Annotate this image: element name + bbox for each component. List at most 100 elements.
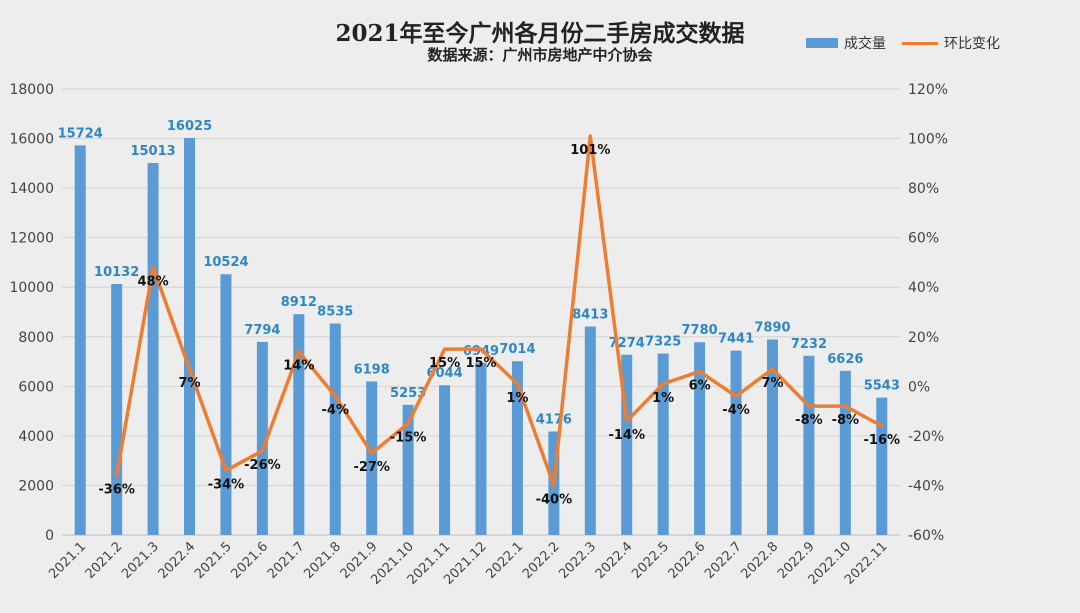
bar-value-label: 7780 xyxy=(682,323,718,338)
bar-value-label: 7274 xyxy=(609,336,645,351)
bar xyxy=(876,397,888,535)
legend-swatch-line xyxy=(902,41,938,45)
legend-label-volume: 成交量 xyxy=(844,36,886,52)
y-left-tick-label: 6000 xyxy=(18,379,54,395)
bar xyxy=(766,339,778,535)
bar-value-label: 8535 xyxy=(317,305,353,320)
bar-value-label: 7014 xyxy=(499,342,535,357)
line-value-label: -27% xyxy=(353,460,390,475)
line-value-label: 1% xyxy=(506,391,528,406)
bar-value-label: 8912 xyxy=(281,295,317,310)
y-left-tick-label: 4000 xyxy=(18,429,54,445)
x-tick-label: 2021.6 xyxy=(228,539,271,582)
bar-value-label: 6198 xyxy=(354,362,390,377)
x-tick-label: 2022.8 xyxy=(739,539,782,582)
y-left-tick-label: 14000 xyxy=(9,181,54,197)
chart-title: 2021年至今广州各月份二手房成交数据 xyxy=(335,20,745,47)
line-value-label: 15% xyxy=(429,356,460,371)
line-value-label: 6% xyxy=(689,378,711,393)
y-right-tick-label: 80% xyxy=(908,181,939,197)
bar-value-label: 7232 xyxy=(791,337,827,352)
chart-subtitle: 数据来源：广州市房地产中介协会 xyxy=(427,46,653,64)
y-left-tick-label: 8000 xyxy=(18,330,54,346)
bar xyxy=(402,404,414,535)
y-right-tick-label: 40% xyxy=(908,280,939,296)
line-value-label: 7% xyxy=(761,376,783,391)
y-right-tick-label: 60% xyxy=(908,231,939,247)
line-value-label: -8% xyxy=(832,413,859,428)
y-right-tick-label: 0% xyxy=(908,379,930,395)
legend: 成交量 环比变化 xyxy=(806,33,1016,53)
x-tick-label: 2021.3 xyxy=(119,539,162,582)
x-tick-label: 2022.3 xyxy=(556,539,599,582)
bar xyxy=(184,137,196,536)
x-tick-label: 2022.7 xyxy=(702,539,745,582)
x-tick-label: 2021.5 xyxy=(192,539,235,582)
bar xyxy=(256,341,268,535)
y-left-tick-label: 2000 xyxy=(18,478,54,494)
bar-value-label: 4176 xyxy=(536,413,572,428)
bar-value-label: 7890 xyxy=(754,321,790,336)
bar xyxy=(293,314,305,535)
bar xyxy=(329,323,341,535)
bar-value-label: 16025 xyxy=(167,119,212,134)
bar-value-label: 7325 xyxy=(645,335,681,350)
line-value-label: 15% xyxy=(465,356,496,371)
bar xyxy=(730,350,742,535)
line-value-label: -4% xyxy=(322,403,349,418)
bar xyxy=(111,283,123,535)
line-value-label: -40% xyxy=(536,492,573,507)
y-right-tick-label: 120% xyxy=(908,82,948,98)
line-value-label: 1% xyxy=(652,391,674,406)
line-value-label: 48% xyxy=(138,274,169,289)
bar-value-label: 10524 xyxy=(203,255,248,270)
bar xyxy=(657,353,669,535)
line-value-label: 14% xyxy=(283,359,314,374)
x-tick-label: 2022.6 xyxy=(666,539,709,582)
bar xyxy=(439,385,451,535)
x-tick-label: 2021.8 xyxy=(301,539,344,582)
bar xyxy=(803,355,815,535)
bar xyxy=(220,274,232,535)
x-tick-label: 2022.4 xyxy=(156,539,199,582)
line-value-label: -4% xyxy=(722,403,749,418)
line-value-label: -26% xyxy=(244,458,281,473)
bar xyxy=(366,381,378,535)
bar xyxy=(511,361,523,535)
y-right-tick-label: -20% xyxy=(908,429,944,445)
line-value-label: 101% xyxy=(570,143,610,158)
x-tick-label: 2022.1 xyxy=(483,539,526,582)
line-value-label: -8% xyxy=(795,413,822,428)
bar xyxy=(584,326,596,535)
x-tick-label: 2021.2 xyxy=(83,539,126,582)
x-tick-label: 2022.5 xyxy=(629,539,672,582)
legend-label-change: 环比变化 xyxy=(944,36,1000,52)
legend-item-change: 环比变化 xyxy=(902,33,1000,53)
bar-value-label: 7794 xyxy=(244,323,280,338)
y-left-tick-label: 16000 xyxy=(9,132,54,148)
line-value-label: -34% xyxy=(208,478,245,493)
line-value-label: -36% xyxy=(98,483,135,498)
bar-value-label: 7441 xyxy=(718,332,754,347)
line-value-label: -15% xyxy=(390,431,427,446)
y-right-tick-label: 20% xyxy=(908,330,939,346)
y-left-tick-label: 18000 xyxy=(9,82,54,98)
bar xyxy=(839,370,851,535)
y-right-tick-label: -60% xyxy=(908,528,944,544)
bar-value-label: 5543 xyxy=(864,379,900,394)
bar xyxy=(147,163,159,535)
legend-swatch-bar xyxy=(806,38,838,48)
bar xyxy=(475,362,487,535)
y-left-tick-label: 0 xyxy=(45,528,54,544)
bar xyxy=(694,342,706,535)
change-line xyxy=(114,134,884,488)
bar-value-label: 8413 xyxy=(572,308,608,323)
y-left-tick-label: 10000 xyxy=(9,280,54,296)
line-value-label: 7% xyxy=(178,376,200,391)
x-tick-label: 2022.2 xyxy=(520,539,563,582)
bar xyxy=(74,145,86,535)
legend-item-volume: 成交量 xyxy=(806,33,886,53)
bar-value-label: 6626 xyxy=(827,352,863,367)
y-left-tick-label: 12000 xyxy=(9,231,54,247)
